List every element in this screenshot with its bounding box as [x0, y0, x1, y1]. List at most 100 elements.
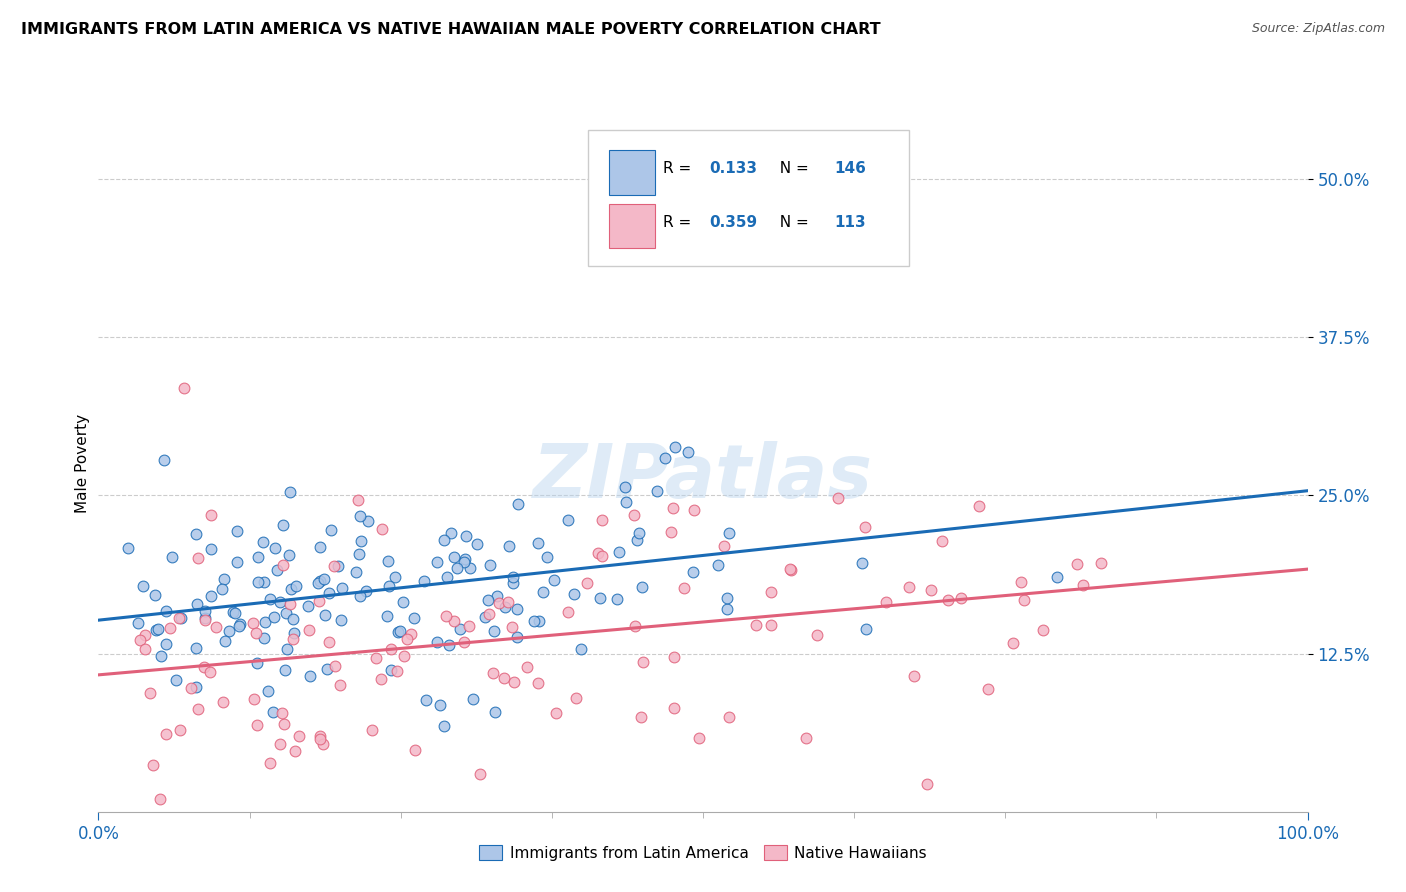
Point	[437, 639, 460, 653]
Point	[440, 525, 463, 540]
Point	[160, 550, 183, 565]
Point	[977, 681, 1000, 696]
Point	[631, 581, 654, 595]
Point	[149, 648, 172, 663]
Point	[269, 737, 291, 751]
Point	[247, 574, 270, 589]
Point	[145, 623, 167, 637]
Point	[494, 599, 516, 614]
Point	[527, 614, 550, 628]
Point	[266, 564, 288, 578]
Point	[281, 632, 304, 647]
Point	[920, 583, 942, 598]
Point	[349, 589, 371, 603]
Point	[402, 611, 425, 625]
Point	[531, 585, 554, 599]
Point	[654, 450, 676, 465]
Point	[186, 597, 208, 611]
Point	[280, 582, 302, 596]
Point	[259, 756, 281, 770]
Point	[488, 596, 510, 610]
Point	[377, 609, 399, 624]
Point	[443, 549, 465, 564]
Point	[361, 723, 384, 738]
Legend: Immigrants from Latin America, Native Hawaiians: Immigrants from Latin America, Native Ha…	[472, 838, 934, 867]
Point	[246, 656, 269, 670]
Point	[273, 717, 295, 731]
Point	[153, 452, 176, 467]
Point	[167, 611, 190, 625]
Point	[626, 533, 648, 547]
Point	[298, 623, 321, 637]
Point	[380, 663, 402, 677]
Text: Source: ZipAtlas.com: Source: ZipAtlas.com	[1251, 22, 1385, 36]
Point	[350, 534, 373, 549]
Point	[253, 631, 276, 645]
Point	[562, 587, 585, 601]
Point	[498, 539, 520, 553]
Point	[224, 606, 246, 620]
Point	[630, 710, 652, 724]
Point	[718, 525, 741, 540]
Point	[314, 608, 336, 623]
Point	[470, 767, 492, 781]
Point	[318, 586, 340, 600]
Point	[827, 491, 849, 505]
Y-axis label: Male Poverty: Male Poverty	[75, 414, 90, 514]
Point	[399, 627, 422, 641]
Point	[623, 508, 645, 522]
Point	[588, 591, 610, 606]
Point	[243, 691, 266, 706]
Point	[436, 570, 458, 584]
Point	[967, 499, 990, 513]
Point	[536, 550, 558, 565]
Point	[1046, 570, 1069, 584]
Point	[212, 572, 235, 586]
Point	[591, 549, 613, 564]
Point	[606, 592, 628, 607]
Point	[591, 513, 613, 527]
Point	[269, 595, 291, 609]
Point	[328, 559, 350, 574]
Point	[117, 541, 139, 555]
Point	[263, 609, 285, 624]
Point	[200, 541, 222, 556]
Point	[1090, 556, 1112, 570]
Point	[194, 604, 217, 618]
Point	[319, 524, 342, 538]
Point	[707, 558, 730, 573]
Point	[682, 566, 704, 580]
Point	[624, 619, 647, 633]
Text: N =: N =	[769, 215, 813, 230]
Point	[127, 616, 149, 631]
Point	[142, 758, 165, 772]
Point	[391, 594, 413, 608]
Text: 113: 113	[835, 215, 866, 230]
Point	[645, 483, 668, 498]
Point	[200, 508, 222, 522]
Point	[330, 613, 353, 627]
Point	[613, 480, 636, 494]
Point	[170, 611, 193, 625]
Point	[330, 581, 353, 595]
Point	[159, 621, 181, 635]
Point	[246, 549, 269, 564]
Point	[378, 579, 401, 593]
Point	[253, 575, 276, 590]
Point	[370, 672, 392, 686]
Point	[149, 792, 172, 806]
Point	[557, 513, 579, 527]
Text: 146: 146	[835, 161, 866, 176]
Point	[433, 533, 456, 547]
Point	[194, 611, 217, 625]
Point	[312, 572, 335, 586]
Point	[453, 635, 475, 649]
Point	[229, 616, 252, 631]
Point	[1071, 578, 1094, 592]
Point	[193, 659, 215, 673]
Point	[661, 524, 683, 539]
Point	[474, 609, 496, 624]
Point	[205, 620, 228, 634]
Point	[387, 624, 409, 639]
Point	[415, 693, 437, 707]
